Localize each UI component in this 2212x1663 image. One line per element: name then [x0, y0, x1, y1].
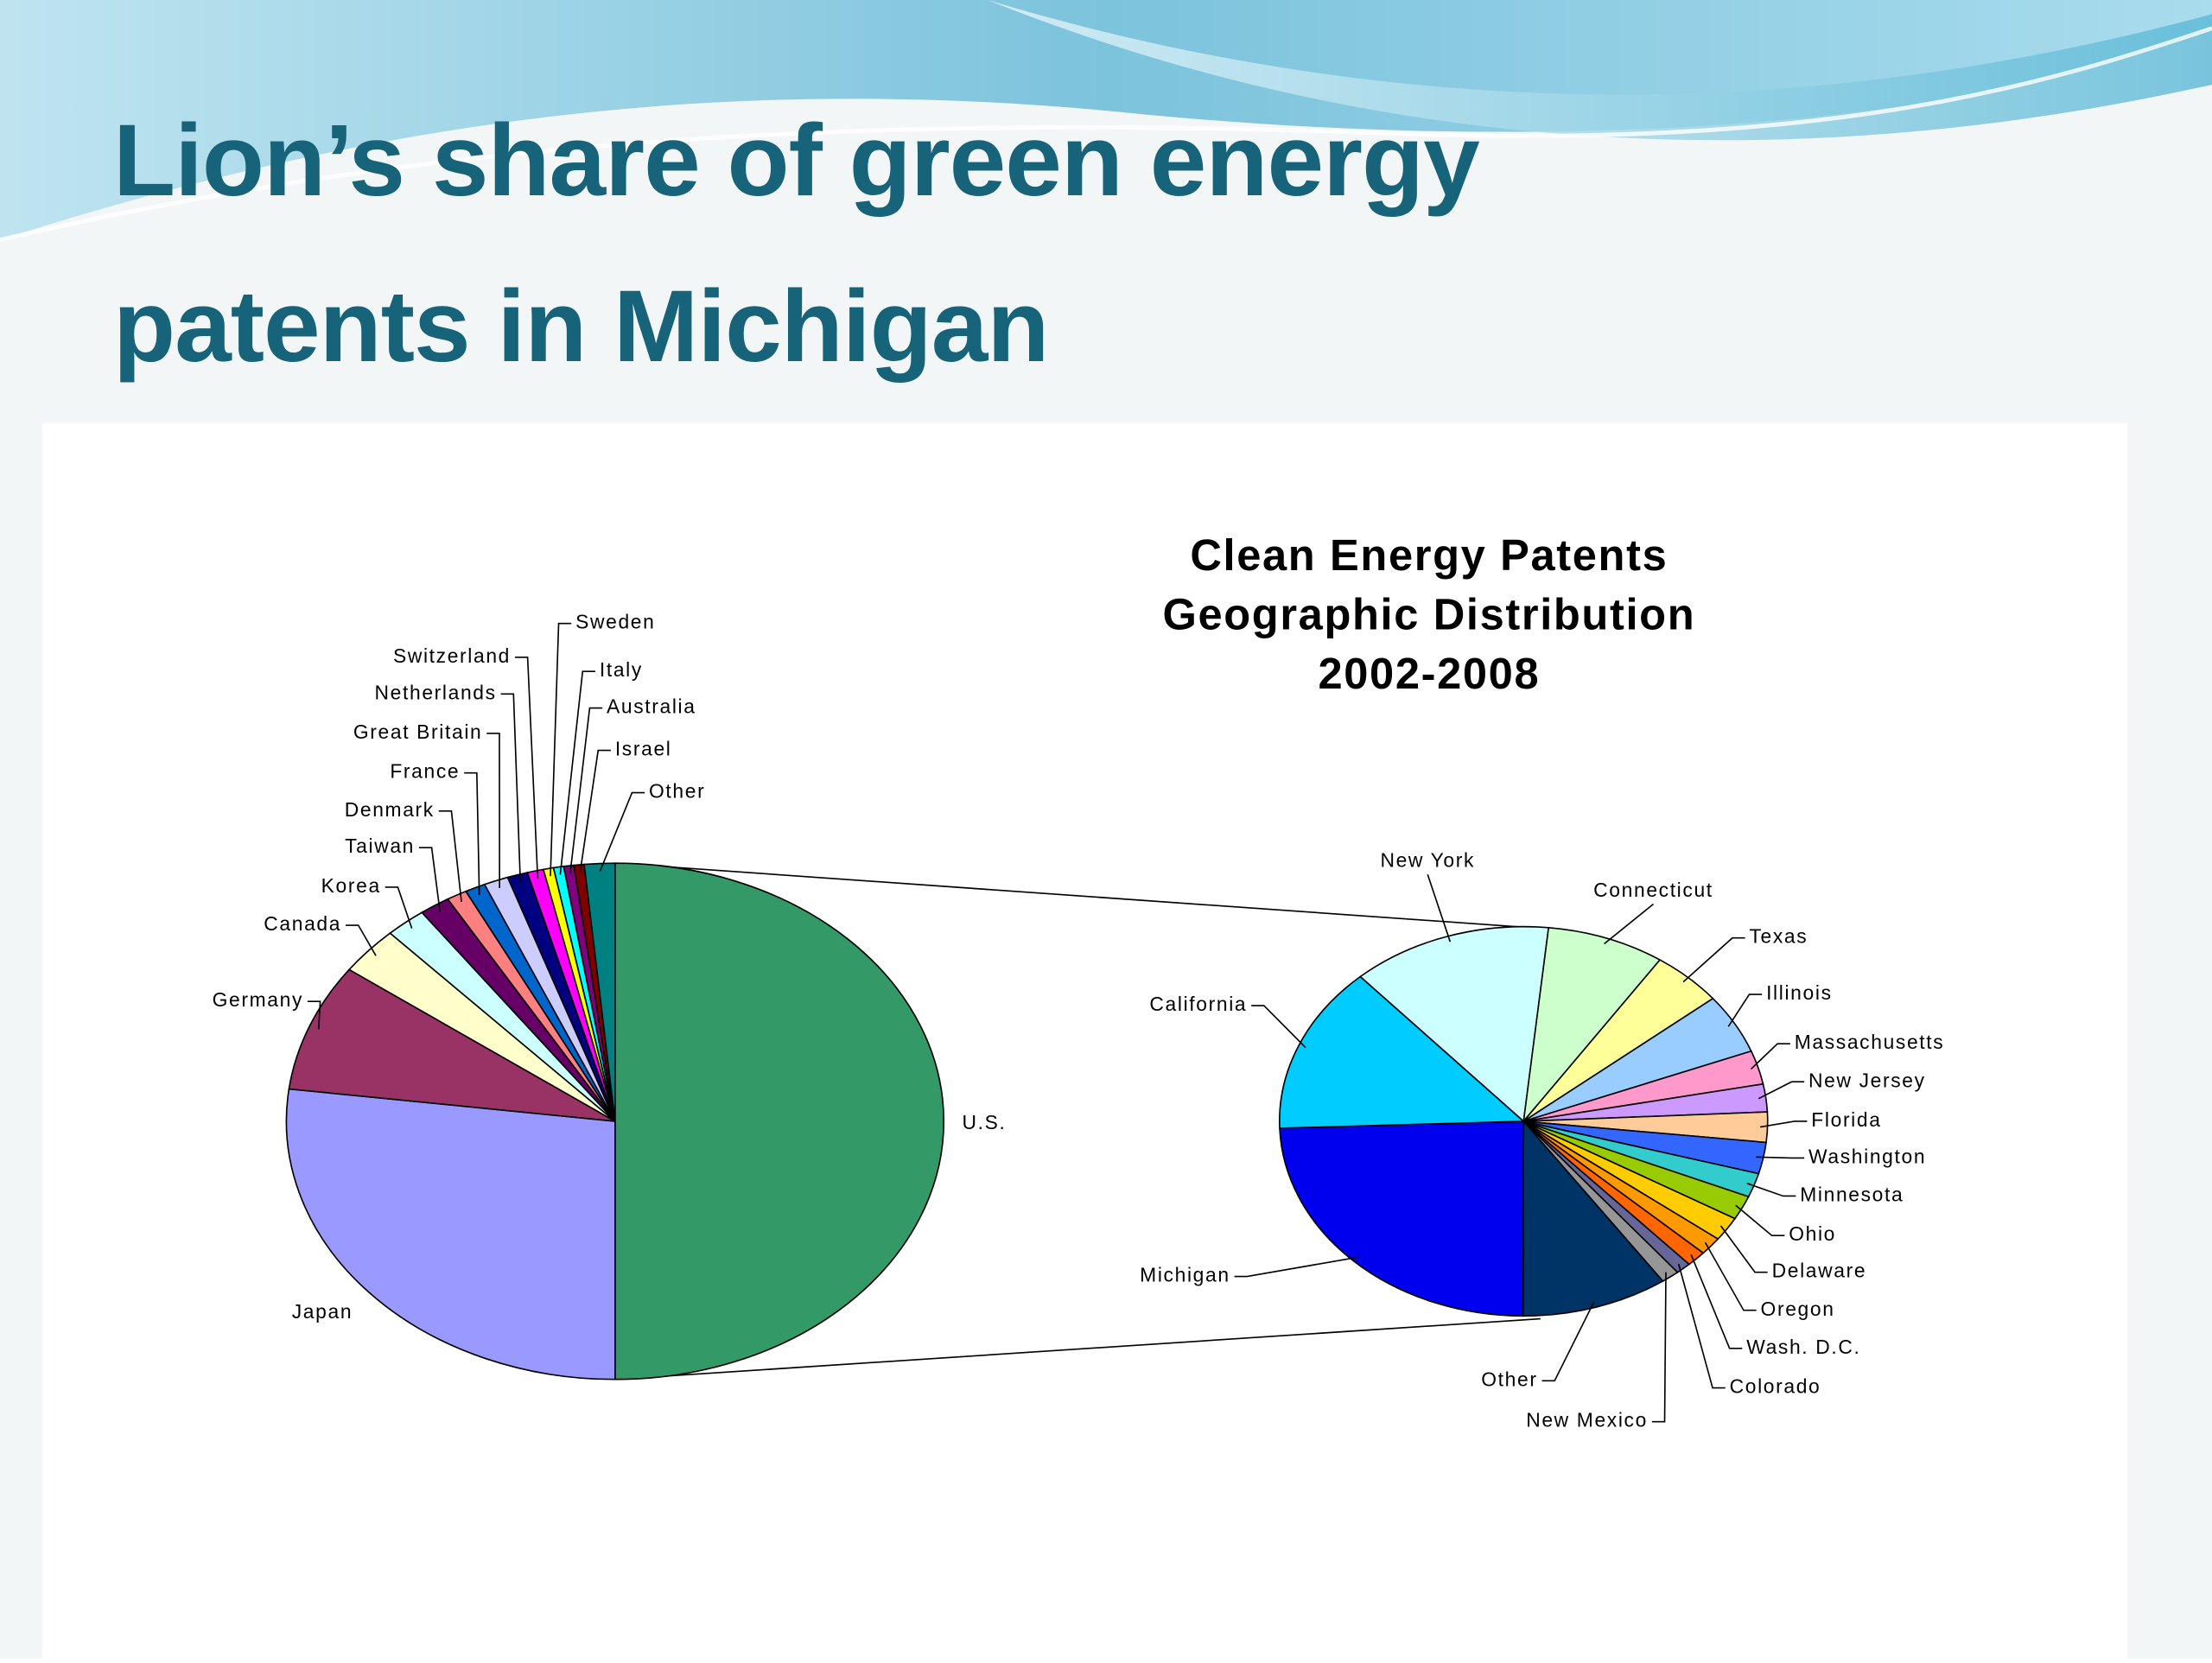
slice-label: New Jersey — [1808, 1069, 1926, 1091]
slice-label: Massachusetts — [1795, 1031, 1945, 1053]
chart-title-line: Clean Energy Patents — [1190, 530, 1668, 580]
slice-label: Denmark — [345, 798, 435, 821]
slice-label: Washington — [1808, 1145, 1926, 1167]
slice-label: France — [390, 760, 460, 783]
slice-label: Korea — [321, 874, 381, 897]
slice-label: New York — [1380, 849, 1475, 872]
slice-label: Delaware — [1772, 1260, 1867, 1282]
slice-label: Wash. D.C. — [1746, 1336, 1860, 1358]
chart-title-line: 2002-2008 — [1319, 649, 1541, 698]
slice-label: Canada — [264, 912, 341, 935]
slice-label: California — [1149, 993, 1247, 1015]
slice-label: Israel — [615, 738, 672, 760]
slice-label: Illinois — [1766, 981, 1833, 1004]
slice-label: Minnesota — [1800, 1184, 1904, 1206]
slice-label: Colorado — [1730, 1375, 1821, 1398]
slice-label: Oregon — [1761, 1298, 1835, 1320]
slice-label: Other — [1481, 1368, 1537, 1390]
slice-label: Ohio — [1789, 1222, 1836, 1245]
slice-label: Japan — [292, 1300, 353, 1323]
slice-label: New Mexico — [1526, 1409, 1648, 1431]
slice-label: Other — [649, 780, 705, 803]
slide-title: patents in Michigan — [113, 268, 1048, 385]
chart-title-line: Geographic Distribution — [1162, 589, 1695, 638]
slice-label: Sweden — [575, 611, 655, 633]
slice-label: Florida — [1811, 1108, 1881, 1131]
slice-label: Texas — [1749, 925, 1808, 948]
slice-label: Italy — [600, 658, 643, 681]
slice-label: Switzerland — [393, 644, 511, 667]
slide-title: Lion’s share of green energy — [113, 102, 1479, 219]
slice-label: Connecticut — [1593, 879, 1713, 901]
slice-label: Australia — [607, 695, 696, 718]
slice-label: Taiwan — [345, 835, 415, 857]
slice-label: U.S. — [962, 1111, 1006, 1133]
slice-label: Netherlands — [375, 681, 497, 703]
slice-label: Great Britain — [353, 720, 482, 743]
slice-label: Germany — [213, 988, 303, 1011]
slice-label: Michigan — [1140, 1264, 1230, 1286]
